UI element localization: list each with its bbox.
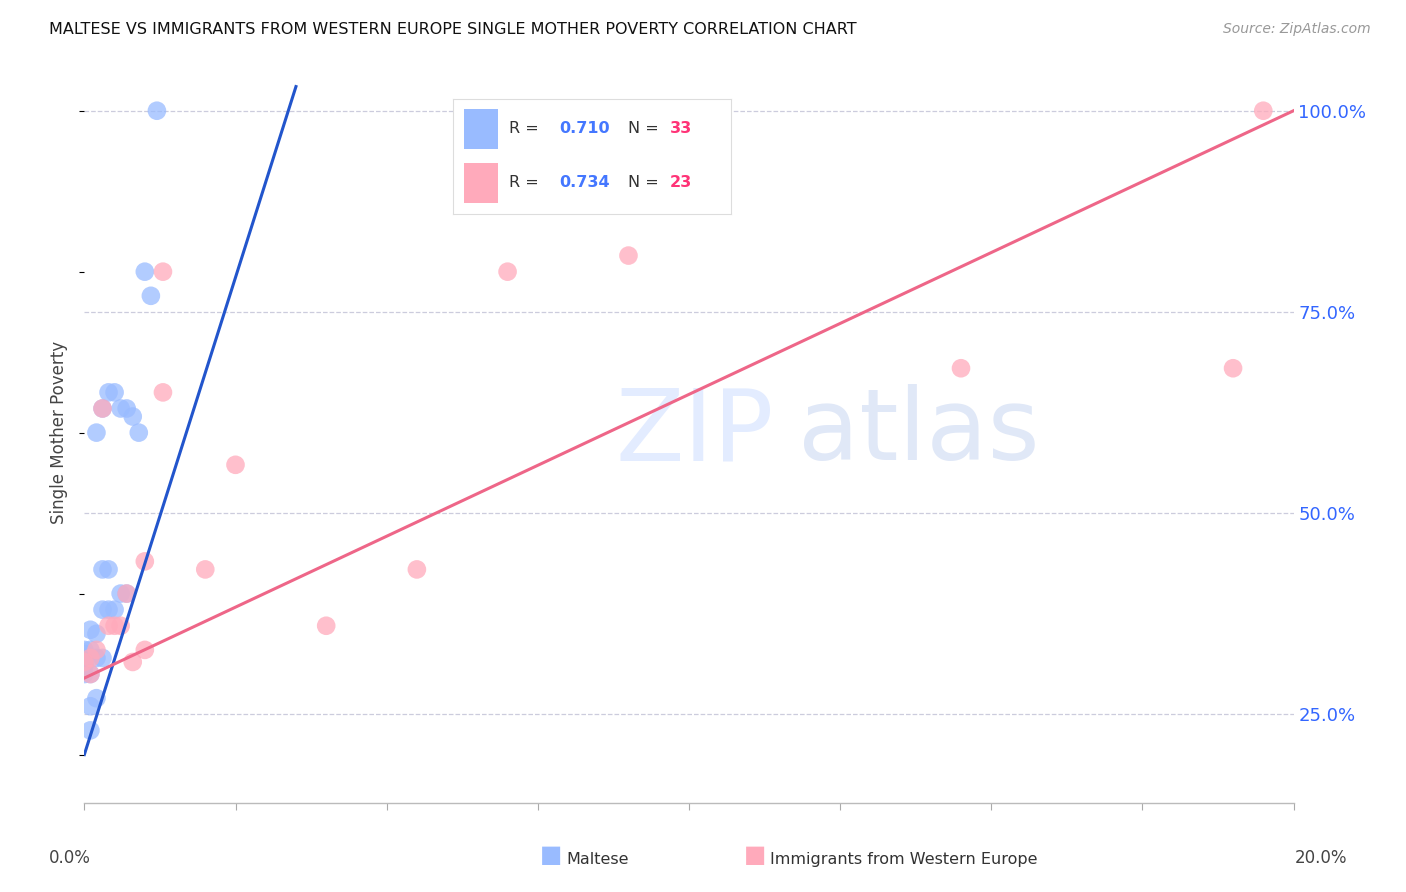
Point [115,401,138,416]
Point [315,619,337,633]
Point [79,623,101,637]
Text: Source: ZipAtlas.com: Source: ZipAtlas.com [1223,22,1371,37]
Point [121,655,143,669]
Point [225,458,247,472]
Point [79,651,101,665]
Point [1222,361,1244,376]
Point [139,289,162,303]
Point [128,425,150,440]
Point [73,667,96,681]
Point [91,562,114,576]
Point [97,562,120,576]
Text: ZIP: ZIP [616,384,773,481]
Point [115,586,138,600]
Point [79,699,101,714]
Point [152,265,174,279]
Point [73,643,96,657]
Text: atlas: atlas [797,384,1039,481]
Point [79,667,101,681]
Point [86,643,108,657]
Point [79,643,101,657]
Point [950,361,973,376]
Point [73,655,96,669]
Point [496,265,519,279]
Text: ■: ■ [540,843,562,867]
Point [134,265,156,279]
Point [91,401,114,416]
Point [134,643,156,657]
Text: MALTESE VS IMMIGRANTS FROM WESTERN EUROPE SINGLE MOTHER POVERTY CORRELATION CHAR: MALTESE VS IMMIGRANTS FROM WESTERN EUROP… [49,22,856,37]
Point [115,586,138,600]
Point [1253,103,1275,118]
Point [146,103,169,118]
Point [617,249,640,263]
Point [91,401,114,416]
Point [406,562,429,576]
Point [91,651,114,665]
Point [79,667,101,681]
Text: 20.0%: 20.0% [1295,849,1347,867]
Text: Maltese: Maltese [567,852,628,867]
Point [91,602,114,616]
Point [194,562,217,576]
Point [110,586,132,600]
Point [73,647,96,661]
Point [73,655,96,669]
Point [97,385,120,400]
Point [79,723,101,738]
Point [97,619,120,633]
Point [110,401,132,416]
Y-axis label: Single Mother Poverty: Single Mother Poverty [51,341,69,524]
Point [73,651,96,665]
Point [104,602,127,616]
Point [110,619,132,633]
Point [97,602,120,616]
Text: 0.0%: 0.0% [49,849,91,867]
Point [86,691,108,706]
Point [104,385,127,400]
Point [121,409,143,424]
Text: ■: ■ [744,843,766,867]
Point [152,385,174,400]
Point [86,651,108,665]
Point [73,659,96,673]
Point [134,554,156,568]
Point [86,627,108,641]
Point [104,619,127,633]
Text: Immigrants from Western Europe: Immigrants from Western Europe [770,852,1038,867]
Point [86,425,108,440]
